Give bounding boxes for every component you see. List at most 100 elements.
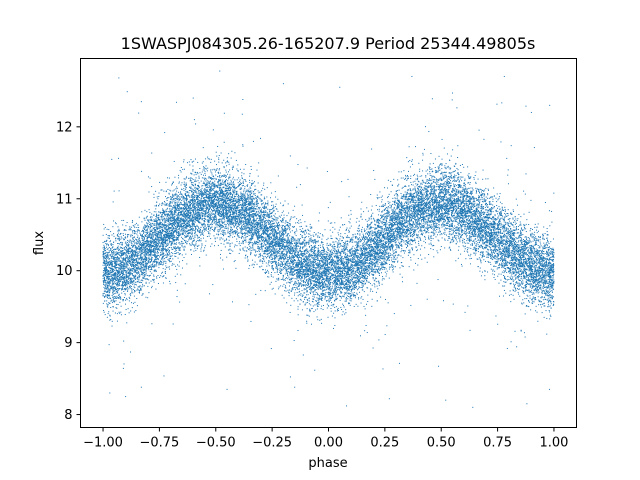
data-point bbox=[379, 285, 380, 286]
data-point bbox=[465, 243, 466, 244]
data-point bbox=[214, 209, 215, 210]
data-point bbox=[537, 269, 538, 270]
data-point bbox=[172, 190, 173, 191]
data-point bbox=[413, 223, 414, 224]
data-point bbox=[292, 230, 293, 231]
data-point bbox=[194, 226, 195, 227]
data-point bbox=[237, 229, 238, 230]
data-point bbox=[275, 250, 276, 251]
data-point bbox=[278, 230, 279, 231]
data-point bbox=[175, 230, 176, 231]
data-point bbox=[482, 257, 483, 258]
data-point bbox=[499, 263, 500, 264]
data-point bbox=[538, 274, 539, 275]
data-point bbox=[326, 251, 327, 252]
data-point bbox=[306, 321, 307, 322]
data-point bbox=[161, 261, 162, 262]
data-point bbox=[353, 273, 354, 274]
data-point bbox=[151, 287, 152, 288]
data-point bbox=[418, 236, 419, 237]
data-point bbox=[437, 252, 438, 253]
data-point bbox=[394, 208, 395, 209]
data-point bbox=[362, 284, 363, 285]
data-point bbox=[485, 261, 486, 262]
data-point bbox=[412, 206, 413, 207]
data-point bbox=[361, 287, 362, 288]
data-point bbox=[410, 227, 411, 228]
data-point bbox=[540, 242, 541, 243]
data-point bbox=[431, 244, 432, 245]
data-point bbox=[338, 278, 339, 279]
data-point bbox=[207, 215, 208, 216]
data-point bbox=[302, 248, 303, 249]
data-point bbox=[200, 189, 201, 190]
data-point bbox=[384, 258, 385, 259]
data-point bbox=[381, 234, 382, 235]
data-point bbox=[493, 207, 494, 208]
data-point bbox=[279, 251, 280, 252]
data-point bbox=[156, 214, 157, 215]
data-point bbox=[273, 215, 274, 216]
data-point bbox=[203, 178, 204, 179]
data-point bbox=[373, 227, 374, 228]
data-point bbox=[382, 228, 383, 229]
data-point bbox=[240, 215, 241, 216]
data-point bbox=[319, 271, 320, 272]
data-point bbox=[480, 254, 481, 255]
data-point bbox=[438, 232, 439, 233]
data-point bbox=[119, 313, 120, 314]
data-point bbox=[508, 169, 509, 170]
data-point bbox=[365, 308, 366, 309]
data-point bbox=[370, 253, 371, 254]
data-point bbox=[539, 247, 540, 248]
data-point bbox=[135, 282, 136, 283]
data-point bbox=[317, 273, 318, 274]
data-point bbox=[354, 273, 355, 274]
data-point bbox=[195, 244, 196, 245]
data-point bbox=[166, 217, 167, 218]
data-point bbox=[119, 312, 120, 313]
data-point bbox=[114, 270, 115, 271]
data-point bbox=[179, 302, 180, 303]
data-point bbox=[278, 288, 279, 289]
data-point bbox=[389, 269, 390, 270]
data-point bbox=[359, 221, 360, 222]
data-point bbox=[461, 264, 462, 265]
data-point bbox=[524, 268, 525, 269]
data-point bbox=[426, 198, 427, 199]
data-point bbox=[524, 265, 525, 266]
data-point bbox=[500, 232, 501, 233]
data-point bbox=[513, 289, 514, 290]
data-point bbox=[472, 231, 473, 232]
data-point bbox=[197, 235, 198, 236]
data-point bbox=[452, 242, 453, 243]
data-point bbox=[550, 301, 551, 302]
data-point bbox=[108, 298, 109, 299]
data-point bbox=[169, 266, 170, 267]
data-point bbox=[147, 255, 148, 256]
data-point bbox=[334, 267, 335, 268]
data-point bbox=[470, 244, 471, 245]
data-point bbox=[235, 196, 236, 197]
data-point bbox=[403, 237, 404, 238]
data-point bbox=[458, 246, 459, 247]
data-point bbox=[362, 275, 363, 276]
data-point bbox=[425, 199, 426, 200]
data-point bbox=[108, 256, 109, 257]
data-point bbox=[143, 275, 144, 276]
data-point bbox=[454, 193, 455, 194]
data-point bbox=[167, 200, 168, 201]
data-point bbox=[268, 255, 269, 256]
data-point bbox=[439, 203, 440, 204]
data-point bbox=[147, 224, 148, 225]
data-point bbox=[529, 270, 530, 271]
data-point bbox=[166, 267, 167, 268]
data-point bbox=[207, 168, 208, 169]
data-point bbox=[402, 218, 403, 219]
data-point bbox=[529, 290, 530, 291]
data-point bbox=[226, 165, 227, 166]
data-point bbox=[266, 254, 267, 255]
data-point bbox=[477, 236, 478, 237]
data-point bbox=[171, 198, 172, 199]
data-point bbox=[366, 207, 367, 208]
